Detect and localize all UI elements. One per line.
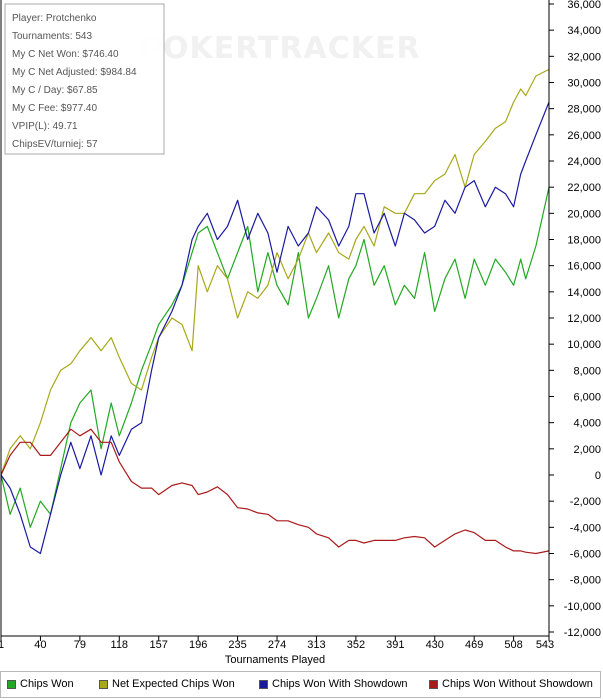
y-tick-label: 32,000 (567, 51, 601, 63)
y-tick-label: 12,000 (567, 313, 601, 325)
x-tick-label: 391 (386, 639, 404, 651)
y-tick-label: 20,000 (567, 208, 601, 220)
stats-box: Player: Protchenko Tournaments: 543 My C N… (4, 3, 165, 155)
y-tick-label: -12,000 (564, 627, 601, 639)
legend-label-chips-won: Chips Won (20, 678, 74, 690)
x-tick-label: 508 (504, 639, 522, 651)
y-tick-label: -4,000 (570, 522, 601, 534)
x-tick-label: 430 (426, 639, 444, 651)
x-tick-label: 469 (465, 639, 483, 651)
stats-lines: Player: Protchenko Tournaments: 543 My C N… (12, 13, 137, 150)
legend-item-without-showdown: Chips Won Without Showdown (429, 678, 593, 690)
x-tick-label: 157 (150, 639, 168, 651)
series-line-net-expected-chips-won (0, 68, 550, 476)
x-tick-label: 235 (228, 639, 246, 651)
y-tick-label: 16,000 (567, 261, 601, 273)
stats-line: My C Net Won: $746.40 (12, 49, 119, 60)
legend-swatch-without-showdown (429, 679, 438, 689)
chips-graph: POKERTRACKER 1 40 79 118 157 196 235 274 313 352 3… (0, 0, 601, 666)
y-tick-label: 6,000 (573, 392, 601, 404)
stats-line: My C Fee: $977.40 (12, 103, 97, 114)
y-tick-label: 10,000 (567, 339, 601, 351)
legend-label-without-showdown: Chips Won Without Showdown (442, 678, 593, 690)
x-tick-label: 196 (189, 639, 207, 651)
y-tick-label: 4,000 (573, 418, 601, 430)
legend-label-net-expected: Net Expected Chips Won (112, 678, 235, 690)
y-tick-label: 30,000 (567, 78, 601, 90)
legend-swatch-chips-won (7, 679, 16, 689)
x-axis-ticks: 1 40 79 118 157 196 235 274 313 352 391 430 469 508 54… (0, 636, 554, 651)
stats-box-frame (4, 3, 165, 155)
series-line-chips-won (0, 187, 550, 528)
y-tick-label: 0 (595, 470, 601, 482)
x-tick-label: 274 (268, 639, 286, 651)
x-tick-label: 118 (111, 639, 129, 651)
y-tick-label: 14,000 (567, 287, 601, 299)
x-tick-label: 543 (536, 639, 554, 651)
y-tick-label: 24,000 (567, 156, 601, 168)
x-tick-label: 1 (0, 639, 4, 651)
series-line-chips-won-with-showdown (0, 101, 550, 555)
stats-line: My C / Day: $67.85 (12, 85, 98, 96)
x-tick-label: 352 (347, 639, 365, 651)
y-tick-label: 26,000 (567, 130, 601, 142)
stats-line: Tournaments: 543 (12, 31, 92, 42)
stats-line: ChipsEV/turniej: 57 (12, 139, 98, 150)
legend-label-with-showdown: Chips Won With Showdown (272, 678, 408, 690)
y-tick-label: 28,000 (567, 104, 601, 116)
y-tick-label: 22,000 (567, 182, 601, 194)
y-tick-label: 34,000 (567, 25, 601, 37)
series-layer (0, 68, 550, 555)
y-tick-label: 36,000 (567, 0, 601, 11)
y-tick-label: 2,000 (573, 444, 601, 456)
x-tick-label: 40 (34, 639, 46, 651)
legend-item-net-expected: Net Expected Chips Won (99, 678, 235, 690)
x-tick-label: 79 (74, 639, 86, 651)
y-tick-label: 8,000 (573, 365, 601, 377)
series-line-chips-won-without-showdown (0, 428, 550, 555)
legend-swatch-with-showdown (259, 679, 268, 689)
y-tick-label: -2,000 (570, 496, 601, 508)
x-axis-label: Tournaments Played (225, 654, 325, 666)
y-tick-label: -6,000 (570, 549, 601, 561)
y-axis-ticks: 36,000 34,000 32,000 30,000 28,000 26,000 24,0… (549, 0, 601, 639)
stats-line: VPIP(L): 49.71 (12, 121, 78, 132)
legend-item-chips-won: Chips Won (7, 678, 74, 690)
y-tick-label: 18,000 (567, 235, 601, 247)
legend-swatch-net-expected (99, 679, 108, 689)
y-tick-label: -10,000 (564, 601, 601, 613)
stats-line: My C Net Adjusted: $984.84 (12, 67, 137, 78)
y-tick-label: -8,000 (570, 575, 601, 587)
x-tick-label: 313 (307, 639, 325, 651)
watermark: POKERTRACKER (140, 31, 421, 66)
stats-line: Player: Protchenko (12, 13, 97, 24)
legend: Chips Won Net Expected Chips Won Chips W… (0, 671, 601, 698)
legend-item-with-showdown: Chips Won With Showdown (259, 678, 408, 690)
